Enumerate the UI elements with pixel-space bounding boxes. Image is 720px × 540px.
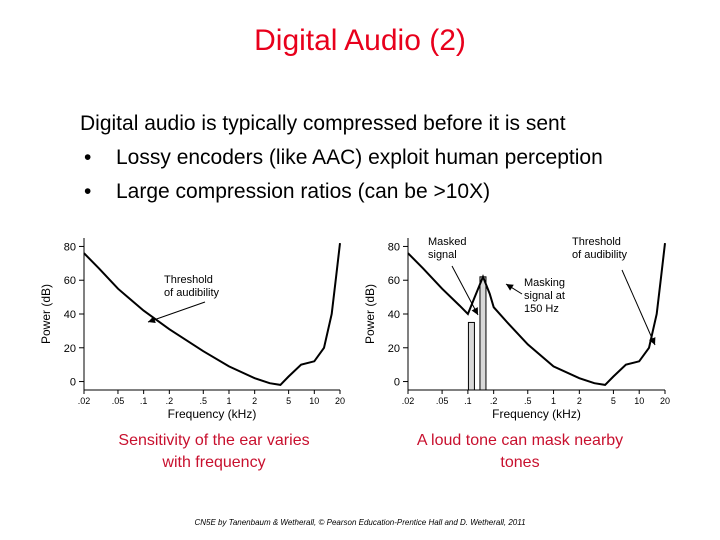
caption-left: Sensitivity of the ear varies with frequ… <box>118 432 310 471</box>
y-axis-label: Power (dB) <box>363 284 377 344</box>
x-tick-label: 5 <box>286 396 291 406</box>
y-tick-label: 0 <box>70 377 76 389</box>
annotation-text: Threshold <box>572 236 621 248</box>
x-tick-label: 20 <box>660 396 670 406</box>
x-tick-label: .02 <box>78 396 91 406</box>
bullet-text: Large compression ratios (can be >10X) <box>116 180 491 203</box>
annotation-text: Masked <box>428 236 467 248</box>
x-tick-label: 2 <box>577 396 582 406</box>
annotation-arrowhead <box>148 316 156 323</box>
annotation-text: signal <box>428 249 457 261</box>
x-tick-label: .05 <box>436 396 449 406</box>
annotation-arrow <box>147 301 206 323</box>
annotation-arrowhead <box>506 284 514 291</box>
x-tick-label: .05 <box>112 396 125 406</box>
x-tick-label: .2 <box>166 396 174 406</box>
bullet-dot: • <box>84 146 92 169</box>
y-tick-label: 80 <box>64 241 76 253</box>
x-tick-label: 10 <box>309 396 319 406</box>
x-tick-label: .5 <box>200 396 208 406</box>
y-tick-label: 40 <box>388 309 400 321</box>
annotation-text: signal at <box>524 290 565 302</box>
x-tick-label: .1 <box>464 396 472 406</box>
annotation-text: of audibility <box>572 249 628 261</box>
y-tick-label: 20 <box>388 343 400 355</box>
x-axis-label: Frequency (kHz) <box>492 407 581 421</box>
slide-title: Digital Audio (2) <box>254 24 466 57</box>
x-axis-label: Frequency (kHz) <box>168 407 257 421</box>
threshold-curve <box>83 242 341 386</box>
y-tick-label: 0 <box>394 377 400 389</box>
threshold-curve <box>407 242 666 386</box>
caption-right: A loud tone can mask nearby tones <box>416 432 624 471</box>
annotation-arrowhead <box>471 307 478 315</box>
x-tick-label: 10 <box>634 396 644 406</box>
x-tick-label: .2 <box>490 396 498 406</box>
bullet-text: Lossy encoders (like AAC) exploit human … <box>116 146 603 169</box>
y-tick-label: 40 <box>64 309 76 321</box>
signal-bar <box>479 276 487 391</box>
credit-line: CN5E by Tanenbaum & Wetherall, © Pearson… <box>194 518 526 527</box>
annotation-arrowhead <box>648 337 656 345</box>
x-tick-label: 5 <box>611 396 616 406</box>
x-tick-label: .5 <box>524 396 532 406</box>
annotation-arrow <box>451 265 479 316</box>
y-tick-label: 80 <box>388 241 400 253</box>
x-tick-label: 1 <box>226 396 231 406</box>
x-tick-label: 1 <box>551 396 556 406</box>
y-tick-label: 60 <box>64 275 76 287</box>
annotation-text: Threshold <box>164 274 213 286</box>
x-tick-label: .1 <box>140 396 148 406</box>
annotation-arrow <box>621 269 656 346</box>
y-axis-label: Power (dB) <box>39 284 53 344</box>
y-tick-label: 20 <box>64 343 76 355</box>
bullet-dot: • <box>84 180 92 203</box>
x-tick-label: .02 <box>402 396 415 406</box>
x-tick-label: 20 <box>335 396 345 406</box>
annotation-text: of audibility <box>164 287 220 299</box>
y-tick-label: 60 <box>388 275 400 287</box>
annotation-text: 150 Hz <box>524 303 559 315</box>
annotation-text: Masking <box>524 277 565 289</box>
signal-bar <box>467 321 475 391</box>
x-tick-label: 2 <box>252 396 257 406</box>
intro-text: Digital audio is typically compressed be… <box>80 112 566 135</box>
